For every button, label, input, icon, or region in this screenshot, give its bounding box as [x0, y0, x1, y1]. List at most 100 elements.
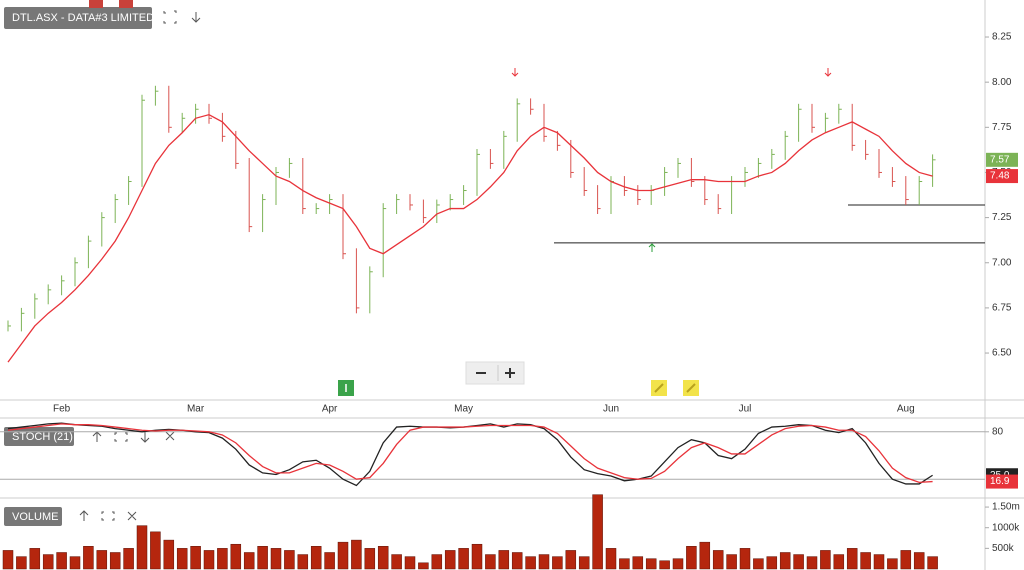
- volume-bar: [739, 548, 751, 570]
- volume-bar: [913, 552, 925, 570]
- x-tick-label: Jul: [739, 404, 752, 415]
- volume-bar: [377, 546, 389, 570]
- y-tick-label: 6.75: [992, 303, 1012, 314]
- x-tick-label: Mar: [187, 404, 205, 415]
- buy-arrow[interactable]: [648, 243, 656, 252]
- y-tick-label: 7.00: [992, 257, 1012, 268]
- volume-box[interactable]: [4, 507, 62, 526]
- volume-bar: [444, 550, 456, 570]
- volume-title: VOLUME: [12, 511, 58, 523]
- volume-bar: [846, 548, 858, 570]
- volume-bar: [69, 556, 81, 570]
- y-tick-label: 8.25: [992, 32, 1012, 43]
- volume-bar: [458, 548, 469, 570]
- volume-bar: [29, 548, 41, 570]
- volume-bar: [284, 550, 295, 570]
- x-tick-label: Aug: [897, 404, 915, 415]
- volume-bar: [391, 554, 402, 570]
- volume-bar: [190, 546, 201, 570]
- volume-bar: [565, 550, 577, 570]
- down-icon[interactable]: [191, 12, 201, 23]
- volume-bar: [163, 539, 175, 570]
- x-tick-label: Jun: [603, 404, 619, 415]
- zoom-control: [465, 361, 525, 385]
- volume-bar: [619, 558, 630, 570]
- volume-bar: [578, 556, 590, 570]
- volume-bar: [310, 546, 322, 570]
- volume-bar: [404, 556, 416, 570]
- volume-bar: [498, 550, 510, 570]
- x-tick-label: Feb: [53, 404, 71, 415]
- panel-icons[interactable]: [79, 510, 137, 521]
- volume-bar: [833, 554, 845, 570]
- volume-bar: [230, 543, 242, 570]
- volume-bar: [337, 541, 349, 570]
- volume-bar: [136, 525, 148, 570]
- volume-bar: [686, 546, 697, 570]
- price-tag-label: 7.48: [990, 171, 1010, 182]
- volume-bar: [525, 556, 536, 570]
- volume-bar: [659, 560, 670, 570]
- volume-bar: [364, 548, 376, 570]
- volume-bar: [511, 552, 523, 570]
- flag-icon[interactable]: [89, 0, 103, 8]
- volume-bar: [83, 546, 94, 570]
- chart-title: DTL.ASX - DATA#3 LIMITED: [12, 12, 154, 24]
- volume-bar: [538, 554, 550, 570]
- volume-bar: [257, 546, 268, 570]
- volume-bar: [471, 543, 483, 570]
- volume-bar: [16, 556, 27, 570]
- price-tag-label: 7.57: [990, 154, 1010, 165]
- volume-bar: [324, 552, 335, 570]
- volume-bar: [150, 531, 161, 570]
- volume-bar: [552, 556, 563, 570]
- volume-bar: [927, 556, 938, 570]
- stoch-title: STOCH (21): [12, 431, 73, 443]
- volume-bar: [820, 550, 831, 570]
- x-tick-label: Apr: [322, 404, 338, 415]
- volume-bar: [873, 554, 885, 570]
- volume-bar: [592, 494, 603, 570]
- volume-bar: [42, 554, 54, 570]
- volume-bar: [699, 541, 711, 570]
- volume-bar: [672, 558, 684, 570]
- volume-bar: [605, 548, 617, 570]
- volume-bar: [793, 554, 804, 570]
- flag-icon[interactable]: [119, 0, 133, 8]
- price-tag: [986, 169, 1018, 184]
- volume-bar: [485, 554, 496, 570]
- volume-bar: [806, 556, 818, 570]
- y-tick-label: 1000k: [992, 522, 1020, 533]
- zoom-in[interactable]: [505, 368, 515, 378]
- sell-arrow[interactable]: [511, 68, 519, 77]
- x-tick-label: May: [454, 404, 473, 415]
- title-box[interactable]: [4, 7, 152, 29]
- series-line: [7, 422, 933, 487]
- volume-bar: [176, 548, 188, 570]
- volume-bar: [297, 554, 309, 570]
- volume-bar: [766, 556, 778, 570]
- pencil-glyph: [654, 383, 696, 393]
- volume-bar: [753, 558, 764, 570]
- expand-icon[interactable]: [163, 10, 177, 24]
- volume-bar: [123, 548, 134, 570]
- volume-bar: [96, 550, 108, 570]
- volume-bar: [779, 552, 791, 570]
- volume-bar: [351, 539, 362, 570]
- price-tag-label: 16.9: [990, 476, 1010, 487]
- volume-bar: [726, 554, 737, 570]
- sell-arrow[interactable]: [824, 68, 832, 77]
- panel-icons[interactable]: [92, 431, 175, 443]
- y-tick-label: 1.50m: [992, 502, 1020, 513]
- volume-bar: [431, 554, 443, 570]
- volume-bar: [270, 548, 282, 570]
- y-tick-label: 80: [992, 426, 1004, 437]
- price-tag: [986, 474, 1018, 489]
- volume-bar: [900, 550, 912, 570]
- y-tick-label: 6.50: [992, 348, 1012, 359]
- volume-bar: [418, 562, 429, 570]
- volume-bar: [2, 550, 14, 570]
- series-line: [7, 423, 933, 484]
- y-tick-label: 500k: [992, 543, 1015, 554]
